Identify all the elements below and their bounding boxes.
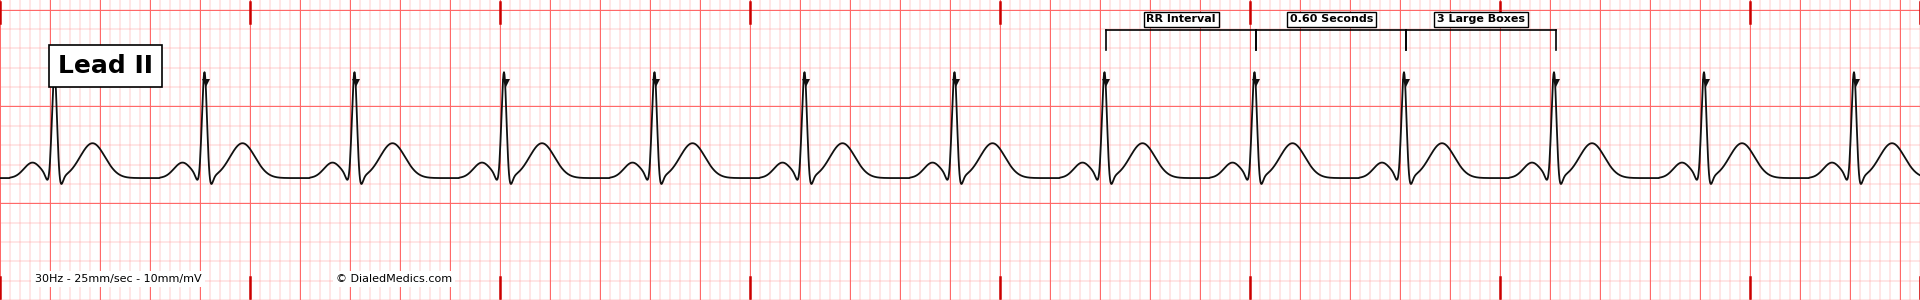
- Text: © DialedMedics.com: © DialedMedics.com: [336, 274, 451, 284]
- Text: 0.60 Seconds: 0.60 Seconds: [1290, 14, 1373, 24]
- Text: 30Hz - 25mm/sec - 10mm/mV: 30Hz - 25mm/sec - 10mm/mV: [35, 274, 202, 284]
- Text: RR Interval: RR Interval: [1146, 14, 1215, 24]
- Text: 3 Large Boxes: 3 Large Boxes: [1438, 14, 1524, 24]
- Text: Lead II: Lead II: [58, 54, 154, 78]
